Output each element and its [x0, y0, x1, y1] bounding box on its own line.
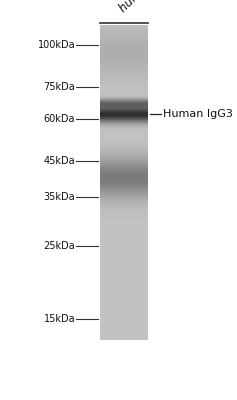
Text: 15kDa: 15kDa [44, 314, 75, 324]
Text: 100kDa: 100kDa [37, 40, 75, 50]
Text: 45kDa: 45kDa [44, 156, 75, 166]
Text: 75kDa: 75kDa [43, 82, 75, 92]
Text: 25kDa: 25kDa [43, 240, 75, 250]
Text: 35kDa: 35kDa [44, 192, 75, 202]
Text: human plasma: human plasma [117, 0, 188, 15]
Text: Human IgG3: Human IgG3 [163, 109, 233, 119]
Text: 60kDa: 60kDa [44, 114, 75, 124]
